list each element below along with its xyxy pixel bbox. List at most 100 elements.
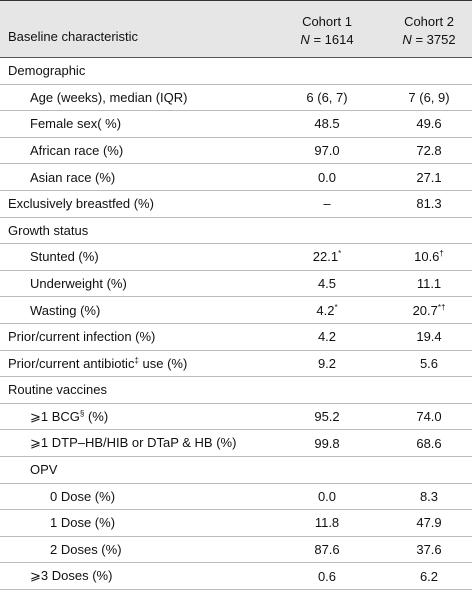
table-row: Asian race (%) 0.0 27.1	[0, 164, 472, 191]
value-cell: 7 (6, 9)	[386, 90, 472, 105]
row-label: 1 Dose (%)	[0, 515, 268, 530]
header-label: Baseline characteristic	[0, 1, 268, 57]
row-label: African race (%)	[0, 143, 268, 158]
table-row: Prior/current infection (%) 4.2 19.4	[0, 324, 472, 351]
footnote-mark: *	[338, 249, 342, 259]
value-cell: 5.6	[386, 356, 472, 371]
cell-text: 99.8	[314, 435, 340, 451]
row-label: Asian race (%)	[0, 170, 268, 185]
value-cell: 4.2*	[268, 303, 386, 318]
row-label: Stunted (%)	[0, 249, 268, 264]
row-label: OPV	[0, 462, 268, 477]
cell-text: Wasting (%)	[30, 302, 101, 318]
value-cell: 10.6†	[386, 249, 472, 264]
row-label: Growth status	[0, 223, 268, 238]
cohort-title: Cohort 2	[404, 14, 454, 29]
row-label: Female sex( %)	[0, 116, 268, 131]
table-header: Baseline characteristic Cohort 1 N = 161…	[0, 1, 472, 58]
cell-text: 68.6	[416, 435, 442, 451]
row-label: Prior/current infection (%)	[0, 329, 268, 344]
row-label: 0 Dose (%)	[0, 489, 268, 504]
cell-text: 22.1	[312, 249, 339, 265]
value-cell: 48.5	[268, 116, 386, 131]
n-symbol: N	[402, 32, 412, 47]
value-cell: 99.8	[268, 436, 386, 451]
value-cell: 81.3	[386, 196, 472, 211]
cell-text: Underweight (%)	[30, 276, 127, 292]
cell-text: OPV	[30, 462, 58, 478]
table-row: Exclusively breastfed (%) – 81.3	[0, 191, 472, 218]
value-cell: 22.1*	[268, 249, 386, 264]
table-row: Demographic	[0, 58, 472, 85]
row-label: Demographic	[0, 63, 268, 78]
value-cell: 0.0	[268, 489, 386, 504]
table-row: Stunted (%) 22.1* 10.6†	[0, 244, 472, 271]
table-row: African race (%) 97.0 72.8	[0, 138, 472, 165]
cell-text: use (%)	[138, 355, 188, 371]
n-value: = 1614	[313, 32, 354, 47]
cell-text: 19.4	[416, 329, 442, 345]
cell-text: 95.2	[314, 409, 340, 425]
cell-text: 37.6	[416, 541, 442, 557]
row-label: 2 Doses (%)	[0, 542, 268, 557]
cell-text: Exclusively breastfed (%)	[8, 196, 154, 212]
cell-text: 48.5	[314, 116, 340, 132]
value-cell: 11.1	[386, 276, 472, 291]
value-cell: 9.2	[268, 356, 386, 371]
header-cohort: Cohort 2 N = 3752	[386, 1, 472, 57]
row-label: Wasting (%)	[0, 303, 268, 318]
cohort-n: N = 3752	[386, 31, 472, 49]
cell-text: 49.6	[416, 116, 442, 132]
cell-text: 8.3	[419, 488, 439, 504]
value-cell: 4.2	[268, 329, 386, 344]
cell-text: 6.2	[419, 568, 439, 584]
value-cell: 97.0	[268, 143, 386, 158]
cell-text: 0.0	[317, 169, 337, 185]
table-row: 0 Dose (%) 0.0 8.3	[0, 484, 472, 511]
row-label: Age (weeks), median (IQR)	[0, 90, 268, 105]
table-row: ⩾1 BCG§ (%) 95.2 74.0	[0, 404, 472, 431]
cell-text: –	[323, 196, 331, 212]
n-value: = 3752	[415, 32, 456, 47]
value-cell: 6.2	[386, 569, 472, 584]
cell-text: Prior/current infection (%)	[8, 329, 156, 345]
table-row: Underweight (%) 4.5 11.1	[0, 271, 472, 298]
table-row: OPV	[0, 457, 472, 484]
cell-text: 10.6	[414, 249, 440, 265]
cell-text: Growth status	[8, 222, 89, 238]
value-cell: 4.5	[268, 276, 386, 291]
table-row: 2 Doses (%) 87.6 37.6	[0, 537, 472, 564]
value-cell: 20.7*†	[386, 303, 472, 318]
table-row: Female sex( %) 48.5 49.6	[0, 111, 472, 138]
cell-text: 1 Dose (%)	[50, 515, 116, 531]
row-label: ⩾1 BCG§ (%)	[0, 409, 268, 425]
value-cell: 0.6	[268, 569, 386, 584]
value-cell: 68.6	[386, 436, 472, 451]
cell-text: Demographic	[8, 63, 86, 79]
cell-text: 87.6	[314, 541, 340, 557]
value-cell: 47.9	[386, 515, 472, 530]
cell-text: 81.3	[416, 196, 442, 212]
value-cell: 87.6	[268, 542, 386, 557]
footnote-mark: *†	[437, 302, 446, 312]
cell-text: Female sex( %)	[30, 116, 122, 132]
table-row: Prior/current antibiotic‡ use (%) 9.2 5.6	[0, 351, 472, 378]
cell-text: 4.5	[317, 276, 337, 292]
cell-text: 4.2	[317, 329, 337, 345]
cell-text: 0.0	[317, 488, 337, 504]
row-label: Prior/current antibiotic‡ use (%)	[0, 356, 268, 371]
value-cell: 27.1	[386, 170, 472, 185]
cell-text: 6 (6, 7)	[306, 89, 348, 105]
value-cell: 74.0	[386, 409, 472, 424]
table-row: Routine vaccines	[0, 377, 472, 404]
value-cell: 72.8	[386, 143, 472, 158]
header-text: Baseline characteristic	[8, 29, 139, 44]
cell-text: ⩾1 DTP–HB/HIB or DTaP & HB (%)	[30, 435, 237, 451]
value-cell: 6 (6, 7)	[268, 90, 386, 105]
cell-text: 7 (6, 9)	[408, 89, 450, 105]
cell-text: 47.9	[416, 515, 442, 531]
cell-text: 0 Dose (%)	[50, 488, 116, 504]
cell-text: Asian race (%)	[30, 169, 116, 185]
table-row: ⩾3 Doses (%) 0.6 6.2	[0, 563, 472, 590]
cell-text: Age (weeks), median (IQR)	[30, 89, 188, 105]
